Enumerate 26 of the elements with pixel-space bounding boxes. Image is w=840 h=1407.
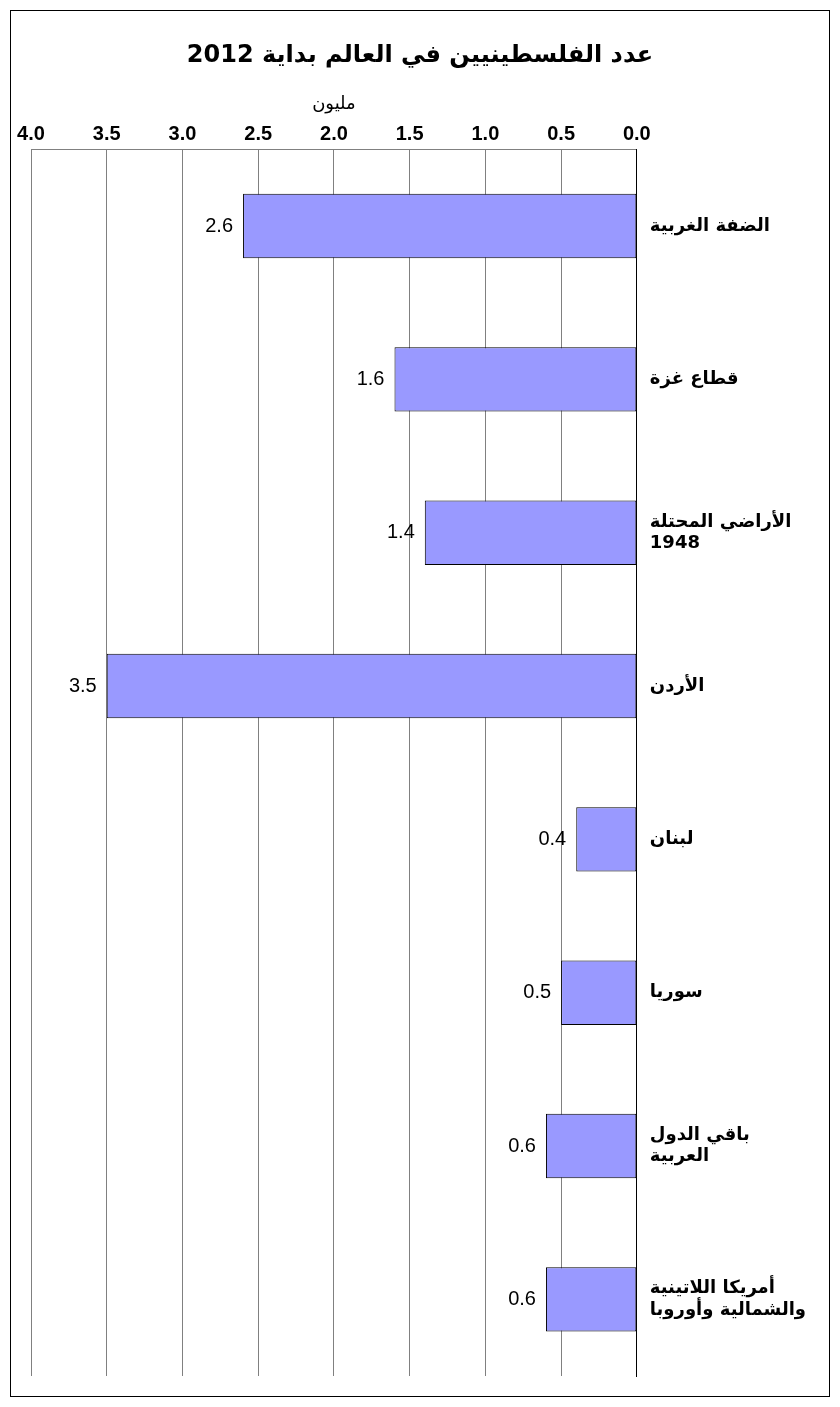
y-tick-label: الضفة الغربية [649,213,770,236]
y-tick-label: قطاع غزة [649,367,739,390]
data-label: 3.5 [68,673,97,696]
x-tick-label: 2.5 [244,121,273,144]
data-label: 0.6 [508,1286,536,1309]
data-label: 0.5 [523,980,552,1003]
x-tick-label: 2.0 [320,121,348,144]
chart-title: عدد الفلسطينيين في العالم بداية 2012 [186,39,654,68]
x-tick-label: 0.0 [622,121,651,144]
x-tick-label: 3.0 [168,121,197,144]
data-label: 0.4 [538,826,567,849]
x-tick-label: 3.5 [92,121,121,144]
y-tick-label: لبنان [649,827,694,849]
x-tick-label: 0.5 [547,121,576,144]
y-tick-label: باقي الدول العربية [649,1122,750,1167]
data-label: 1.4 [386,520,415,543]
x-axis-title: مليون [312,92,356,115]
data-label: 0.6 [508,1133,536,1156]
y-tick-label: أمريكا اللاتينية والشمالية وأوروبا [649,1275,807,1320]
x-tick-label: 1.0 [471,121,500,144]
data-label: 1.6 [356,366,385,389]
x-tick-label: 1.5 [395,121,424,144]
data-label: 2.6 [205,213,234,236]
x-tick-label: 4.0 [17,121,45,144]
y-tick-label: الأردن [649,673,705,695]
y-tick-label: سوريا [649,980,703,1003]
